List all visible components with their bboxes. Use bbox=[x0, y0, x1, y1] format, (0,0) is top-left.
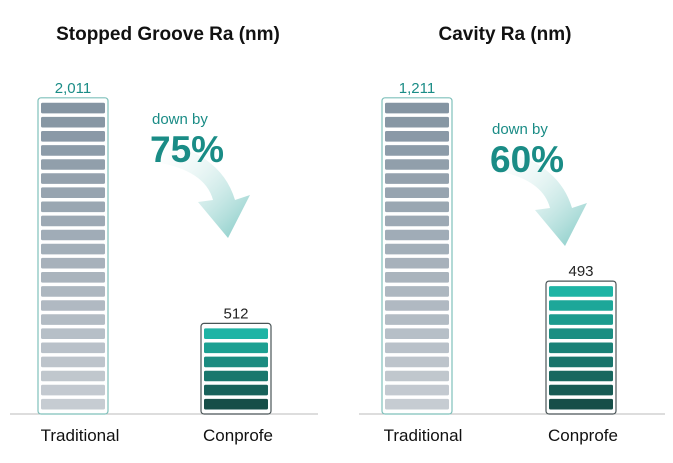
cavity-chart: Cavity Ra (nm) 1,211 493 down by 60% Tradi… bbox=[337, 0, 673, 463]
bar-segment bbox=[385, 314, 449, 325]
bar-segment bbox=[385, 215, 449, 227]
bar-segment bbox=[385, 201, 449, 213]
bar-segment bbox=[385, 384, 449, 396]
bar-segment bbox=[41, 342, 105, 354]
bar-segment bbox=[41, 398, 105, 410]
category-label-conprofe: Conprofe bbox=[203, 426, 273, 445]
category-label-conprofe: Conprofe bbox=[548, 426, 618, 445]
data-label-conprofe: 512 bbox=[223, 305, 248, 322]
bar-segment bbox=[385, 102, 449, 114]
bar-segment bbox=[41, 314, 105, 325]
bar-segment bbox=[204, 342, 268, 354]
bar-segment bbox=[41, 102, 105, 114]
bar-segment bbox=[385, 356, 449, 368]
bar-segment bbox=[385, 116, 449, 128]
bar-segment bbox=[41, 272, 105, 283]
bar-segment bbox=[41, 370, 105, 382]
bar-segment bbox=[385, 286, 449, 297]
bar-segment bbox=[385, 243, 449, 255]
category-label-traditional: Traditional bbox=[40, 426, 120, 445]
bar-segment bbox=[41, 328, 105, 339]
bar-frame-traditional bbox=[381, 97, 453, 415]
bar-segment bbox=[41, 145, 105, 156]
bar-segment bbox=[204, 384, 268, 396]
bar-segment bbox=[385, 229, 449, 241]
bar-segment bbox=[41, 257, 105, 269]
bar-segment bbox=[41, 300, 105, 311]
bar-segment bbox=[385, 257, 449, 269]
bar-segment bbox=[549, 286, 613, 297]
stopped-groove-chart: Stopped Groove Ra (nm) 2,011 512 down by 7… bbox=[0, 0, 336, 463]
bar-segment bbox=[549, 314, 613, 325]
category-label-traditional: Traditional bbox=[383, 426, 463, 445]
bar-segment bbox=[549, 342, 613, 354]
bar-segment bbox=[385, 342, 449, 354]
bar-frame-conprofe bbox=[545, 280, 617, 415]
bar-segment bbox=[385, 173, 449, 184]
down-arrow-icon bbox=[150, 140, 250, 238]
bar-segment bbox=[549, 370, 613, 382]
bar-segment bbox=[385, 145, 449, 156]
bar-segment bbox=[41, 229, 105, 241]
bar-segment bbox=[385, 272, 449, 283]
bar-segment bbox=[41, 131, 105, 142]
chart-title: Stopped Groove Ra (nm) bbox=[56, 24, 280, 45]
bar-segment bbox=[204, 370, 268, 382]
bar-segment bbox=[41, 243, 105, 255]
annotation-percent: 60% bbox=[490, 139, 564, 180]
bar-segment bbox=[41, 356, 105, 368]
bar-frame-conprofe bbox=[200, 322, 272, 415]
bar-segment bbox=[385, 300, 449, 311]
bar-segment bbox=[385, 370, 449, 382]
bar-segment bbox=[41, 116, 105, 128]
bar-segment bbox=[549, 398, 613, 410]
bar-segment bbox=[385, 328, 449, 339]
bar-segment bbox=[549, 384, 613, 396]
bar-segment bbox=[204, 356, 268, 368]
bar-segment bbox=[204, 328, 268, 339]
annotation-text: down by bbox=[152, 111, 208, 128]
annotation-text: down by bbox=[492, 121, 548, 138]
bar-segment bbox=[385, 159, 449, 170]
bar-segment bbox=[41, 187, 105, 198]
bar-segment bbox=[549, 328, 613, 339]
data-label-traditional: 1,211 bbox=[399, 80, 435, 97]
bar-segment bbox=[41, 384, 105, 396]
data-label-conprofe: 493 bbox=[568, 263, 593, 280]
chart-title: Cavity Ra (nm) bbox=[438, 24, 572, 45]
bar-segment bbox=[549, 356, 613, 368]
bar-segment bbox=[41, 159, 105, 170]
data-label-traditional: 2,011 bbox=[55, 80, 91, 97]
bar-segment bbox=[385, 131, 449, 142]
bar-frame-traditional bbox=[37, 97, 109, 415]
bar-segment bbox=[41, 286, 105, 297]
bar-segment bbox=[41, 173, 105, 184]
annotation-percent: 75% bbox=[150, 129, 224, 170]
down-arrow-icon bbox=[487, 148, 587, 246]
bar-segment bbox=[385, 187, 449, 198]
bar-segment bbox=[204, 398, 268, 410]
bar-segment bbox=[41, 201, 105, 213]
bar-segment bbox=[385, 398, 449, 410]
bar-segment bbox=[41, 215, 105, 227]
bar-segment bbox=[549, 300, 613, 311]
